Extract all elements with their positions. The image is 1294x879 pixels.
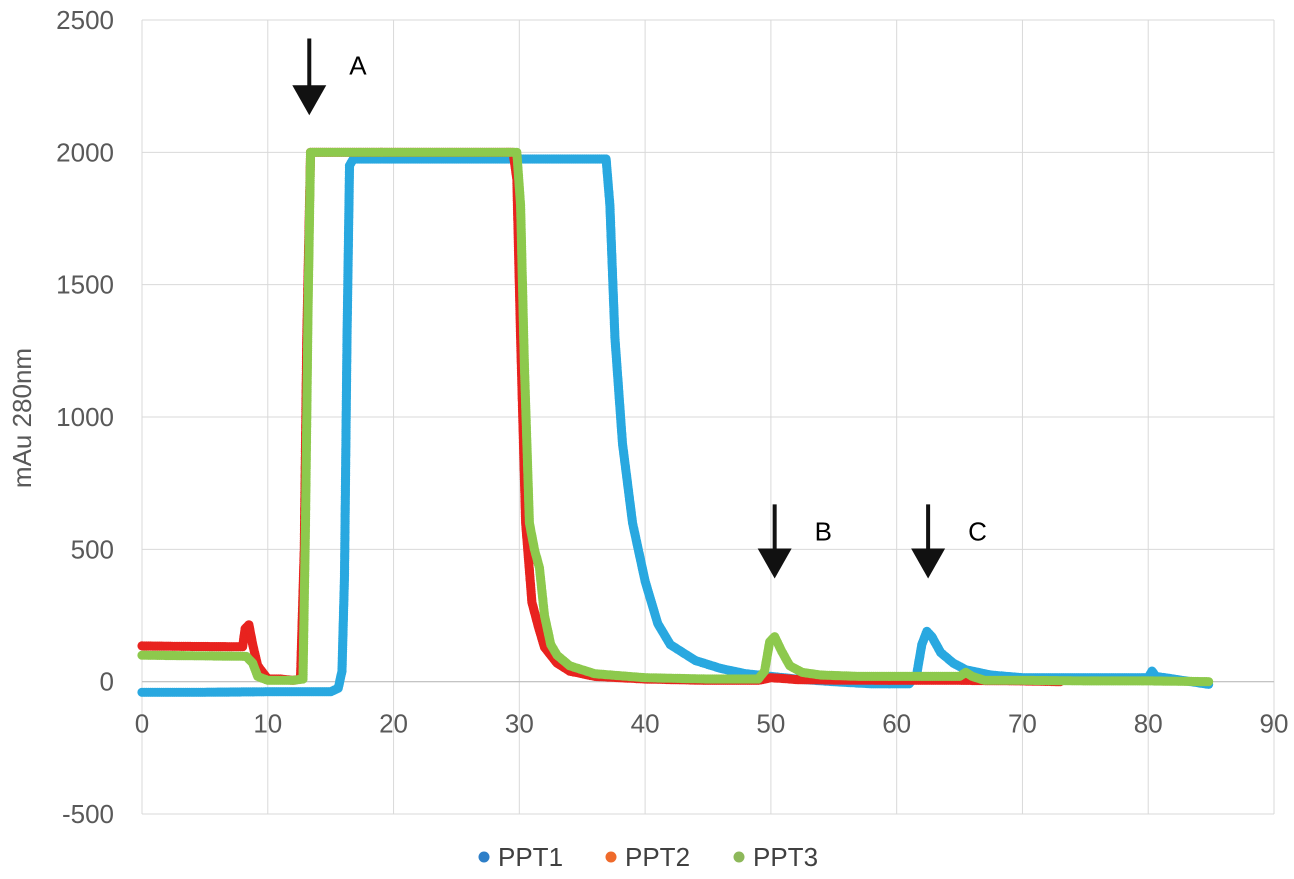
legend-label: PPT3 xyxy=(753,842,818,872)
annotation-arrow-head xyxy=(757,548,792,579)
x-tick-label: 80 xyxy=(1134,709,1163,739)
legend-marker xyxy=(733,851,745,863)
annotation-a: A xyxy=(292,38,367,116)
y-tick-label: -500 xyxy=(62,799,114,829)
x-tick-label: 60 xyxy=(882,709,911,739)
legend-marker xyxy=(605,851,617,863)
y-axis-title: mAu 280nm xyxy=(7,348,37,488)
x-tick-label: 40 xyxy=(631,709,660,739)
x-tick-label: 30 xyxy=(505,709,534,739)
annotation-label: A xyxy=(349,51,367,81)
x-tick-label: 70 xyxy=(1008,709,1037,739)
y-tick-label: 2000 xyxy=(56,137,114,167)
y-tick-label: 2500 xyxy=(56,5,114,35)
annotation-label: C xyxy=(968,516,987,546)
legend-item-ppt3: PPT3 xyxy=(733,842,818,872)
legend: PPT1 PPT2 PPT3 xyxy=(478,842,818,872)
annotation-arrow-head xyxy=(911,548,946,579)
axis-labels: 0 10 20 30 40 50 60 70 80 90 -500 0 500 1000 1500 2000 2… xyxy=(56,5,1288,829)
x-tick-label: 20 xyxy=(379,709,408,739)
annotation-b: B xyxy=(757,504,832,579)
y-tick-label: 0 xyxy=(100,667,114,697)
series-ppt3 xyxy=(137,147,1214,687)
annotation-label: B xyxy=(815,516,832,546)
legend-marker xyxy=(478,851,490,863)
legend-label: PPT2 xyxy=(625,842,690,872)
x-tick-label: 0 xyxy=(135,709,149,739)
x-tick-label: 10 xyxy=(253,709,282,739)
y-tick-label: 1000 xyxy=(56,402,114,432)
annotation-c: C xyxy=(911,504,987,579)
series-layer xyxy=(137,147,1214,697)
annotation-arrow-head xyxy=(292,85,327,116)
y-tick-label: 1500 xyxy=(56,270,114,300)
legend-label: PPT1 xyxy=(498,842,563,872)
legend-item-ppt1: PPT1 xyxy=(478,842,563,872)
annotation-layer: A B C xyxy=(292,38,987,579)
y-tick-label: 500 xyxy=(71,534,114,564)
data-point xyxy=(1203,677,1214,687)
x-tick-label: 50 xyxy=(756,709,785,739)
x-tick-label: 90 xyxy=(1260,709,1289,739)
legend-item-ppt2: PPT2 xyxy=(605,842,690,872)
